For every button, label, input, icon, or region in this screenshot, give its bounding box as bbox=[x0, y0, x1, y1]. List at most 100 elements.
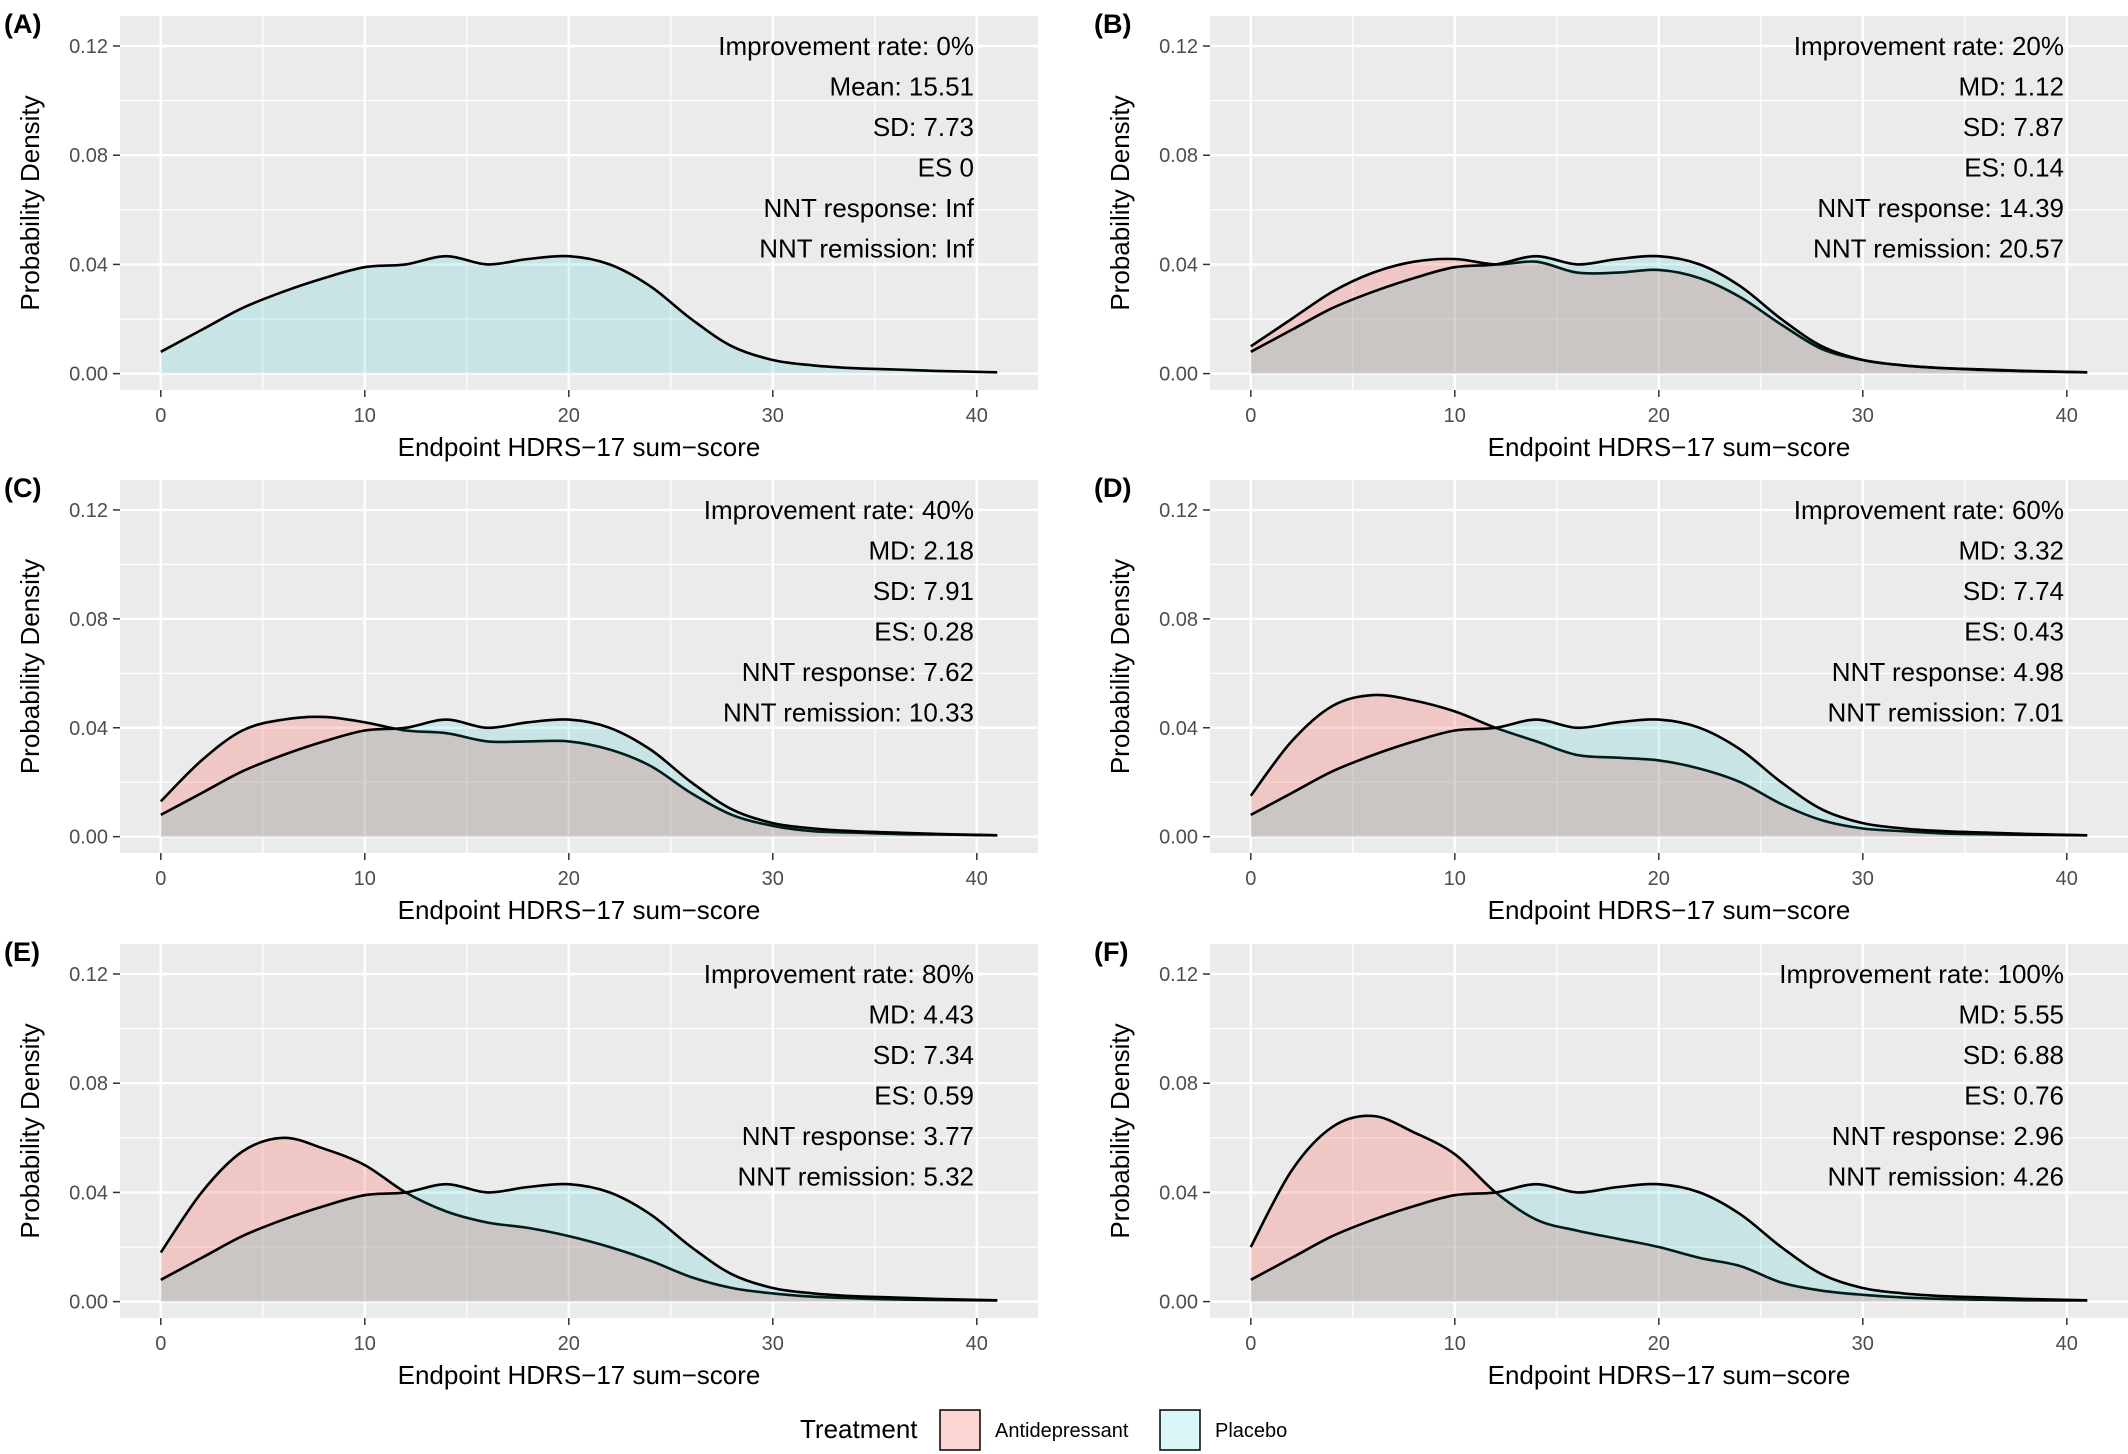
stat-annotation: Improvement rate: 40% bbox=[704, 495, 974, 525]
panel-background bbox=[120, 16, 1038, 390]
y-axis-title: Probability Density bbox=[15, 95, 45, 310]
y-tick-label: 0.08 bbox=[1159, 145, 1198, 167]
placebo-density-line bbox=[1250, 718, 2088, 837]
placebo-density-area bbox=[160, 255, 998, 374]
stat-annotation: SD: 7.34 bbox=[873, 1040, 974, 1070]
x-tick-label: 20 bbox=[1648, 405, 1670, 427]
y-tick-label: 0.04 bbox=[69, 254, 108, 276]
stat-annotation: SD: 6.88 bbox=[1963, 1040, 2064, 1070]
y-tick-label: 0.04 bbox=[1159, 718, 1198, 740]
stat-annotation: NNT remission: 4.26 bbox=[1828, 1162, 2065, 1192]
y-tick-label: 0.08 bbox=[69, 145, 108, 167]
stat-annotation: Improvement rate: 0% bbox=[718, 31, 974, 61]
stat-annotation: ES: 0.43 bbox=[1964, 617, 2064, 647]
placebo-density-line bbox=[160, 254, 998, 374]
stat-annotation: ES: 0.28 bbox=[874, 617, 974, 647]
x-tick-label: 30 bbox=[762, 405, 784, 427]
placebo-density-area bbox=[1250, 1183, 2088, 1302]
panel-background bbox=[1210, 944, 2128, 1318]
y-tick-label: 0.12 bbox=[69, 500, 108, 522]
y-tick-label: 0.00 bbox=[69, 1292, 108, 1314]
y-tick-label: 0.04 bbox=[1159, 254, 1198, 276]
placebo-density-area bbox=[1250, 719, 2088, 837]
x-tick-label: 40 bbox=[966, 868, 988, 890]
panel-f: 0 10 20 30 40 0.00 0.04 0.08 0.12 Endpoint HDRS−1… bbox=[1094, 937, 2128, 1390]
legend-title: Treatment bbox=[800, 1414, 918, 1444]
x-tick-label: 10 bbox=[354, 405, 376, 427]
stat-annotation: Improvement rate: 80% bbox=[704, 959, 974, 989]
y-axis-title: Probability Density bbox=[1105, 559, 1135, 774]
x-tick-label: 20 bbox=[558, 1333, 580, 1355]
stat-annotation: NNT response: 14.39 bbox=[1817, 193, 2064, 223]
x-tick-label: 10 bbox=[1444, 405, 1466, 427]
legend-key-antidepressant bbox=[939, 1409, 981, 1451]
placebo-density-area bbox=[160, 719, 998, 837]
x-tick-label: 20 bbox=[558, 868, 580, 890]
y-tick-label: 0.00 bbox=[69, 827, 108, 849]
stat-annotation: SD: 7.74 bbox=[1963, 576, 2064, 606]
x-tick-label: 0 bbox=[155, 1333, 166, 1355]
panel-background bbox=[120, 480, 1038, 853]
stat-annotation: Improvement rate: 100% bbox=[1779, 959, 2064, 989]
stat-annotation: MD: 4.43 bbox=[869, 1000, 975, 1030]
x-tick-label: 10 bbox=[1444, 868, 1466, 890]
y-axis-title: Probability Density bbox=[15, 1023, 45, 1238]
x-axis-title: Endpoint HDRS−17 sum−score bbox=[398, 432, 761, 462]
x-tick-label: 0 bbox=[1245, 405, 1256, 427]
stat-annotation: SD: 7.91 bbox=[873, 576, 974, 606]
x-tick-label: 40 bbox=[2056, 1333, 2078, 1355]
x-tick-label: 40 bbox=[966, 1333, 988, 1355]
panel-background bbox=[1210, 480, 2128, 853]
x-tick-label: 20 bbox=[1648, 1333, 1670, 1355]
y-tick-label: 0.04 bbox=[69, 1182, 108, 1204]
stat-annotation: NNT remission: 5.32 bbox=[738, 1162, 975, 1192]
stat-annotation: SD: 7.73 bbox=[873, 112, 974, 142]
x-tick-label: 10 bbox=[1444, 1333, 1466, 1355]
x-tick-label: 0 bbox=[1245, 868, 1256, 890]
stat-annotation: NNT remission: 20.57 bbox=[1813, 234, 2064, 264]
stat-annotation: MD: 2.18 bbox=[869, 536, 975, 566]
panel-b: 0 10 20 30 40 0.00 0.04 0.08 0.12 Endpoint HDRS−1… bbox=[1094, 9, 2128, 462]
stat-annotation: NNT response: 3.77 bbox=[742, 1121, 974, 1151]
stat-annotation: SD: 7.87 bbox=[1963, 112, 2064, 142]
y-tick-label: 0.12 bbox=[69, 36, 108, 58]
stat-annotation: MD: 3.32 bbox=[1959, 536, 2065, 566]
stat-annotation: NNT response: 2.96 bbox=[1832, 1121, 2064, 1151]
x-tick-label: 0 bbox=[155, 868, 166, 890]
y-tick-label: 0.04 bbox=[1159, 1182, 1198, 1204]
antidepressant-density-area bbox=[160, 1137, 998, 1302]
y-tick-label: 0.12 bbox=[1159, 36, 1198, 58]
stat-annotation: NNT remission: Inf bbox=[759, 234, 975, 264]
x-tick-label: 0 bbox=[1245, 1333, 1256, 1355]
y-tick-label: 0.00 bbox=[69, 364, 108, 386]
stat-annotation: ES: 0.59 bbox=[874, 1081, 974, 1111]
panel-background bbox=[1210, 16, 2128, 390]
panel-d: 0 10 20 30 40 0.00 0.04 0.08 0.12 Endpoint HDRS−1… bbox=[1094, 473, 2128, 925]
placebo-density-line bbox=[1250, 254, 2088, 374]
legend: Treatment Antidepressant Placebo bbox=[800, 1409, 1287, 1451]
antidepressant-density-line bbox=[1249, 1114, 2088, 1302]
stat-annotation: NNT remission: 10.33 bbox=[723, 698, 974, 728]
y-tick-label: 0.04 bbox=[69, 718, 108, 740]
x-tick-label: 10 bbox=[354, 868, 376, 890]
antidepressant-density-area bbox=[1250, 258, 2088, 374]
placebo-density-area bbox=[160, 1183, 998, 1302]
x-axis-title: Endpoint HDRS−17 sum−score bbox=[1488, 1360, 1851, 1390]
panel-letter: (D) bbox=[1094, 473, 1131, 503]
placebo-density-line bbox=[1250, 1182, 2088, 1302]
panel-a: 0 10 20 30 40 0.00 0.04 0.08 0.12 Endpoint HDRS−1… bbox=[4, 9, 1038, 462]
panel-letter: (A) bbox=[4, 9, 41, 39]
y-tick-label: 0.00 bbox=[1159, 364, 1198, 386]
stat-annotation: ES: 0.76 bbox=[1964, 1081, 2064, 1111]
y-tick-label: 0.08 bbox=[1159, 1073, 1198, 1095]
x-tick-label: 30 bbox=[1852, 405, 1874, 427]
panel-letter: (C) bbox=[4, 473, 41, 503]
x-tick-label: 30 bbox=[762, 868, 784, 890]
y-tick-label: 0.12 bbox=[69, 964, 108, 986]
panel-c: 0 10 20 30 40 0.00 0.04 0.08 0.12 Endpoint HDRS−1… bbox=[4, 473, 1038, 925]
y-tick-label: 0.08 bbox=[69, 1073, 108, 1095]
x-tick-label: 40 bbox=[2056, 868, 2078, 890]
y-axis-title: Probability Density bbox=[1105, 1023, 1135, 1238]
antidepressant-density-area bbox=[160, 716, 998, 837]
